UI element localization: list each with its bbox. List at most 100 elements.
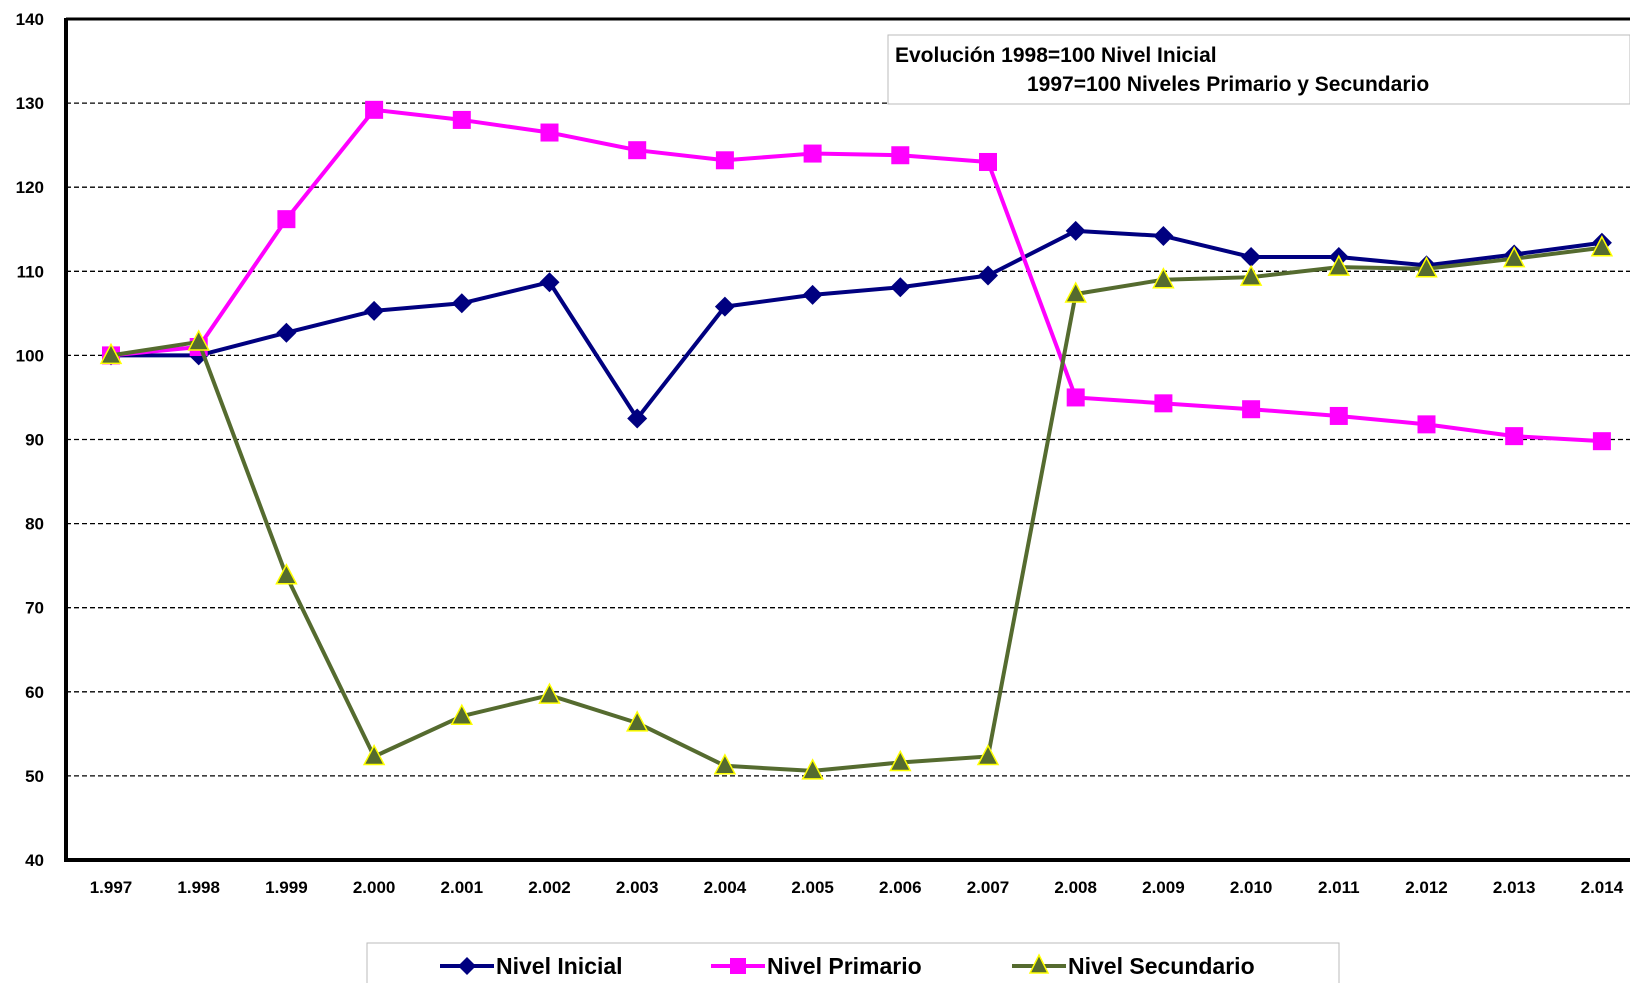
legend-item-nivel-inicial: Nivel Inicial	[440, 953, 623, 979]
data-point-diamond	[276, 322, 297, 343]
data-point-diamond	[1153, 225, 1174, 246]
y-tick-label: 60	[25, 683, 44, 702]
data-point-diamond	[451, 293, 472, 314]
x-tick-label: 2.006	[879, 878, 922, 897]
x-tick-label: 2.002	[528, 878, 571, 897]
data-point-square	[891, 146, 910, 165]
series-layer	[99, 100, 1614, 780]
data-point-square	[1329, 406, 1348, 425]
y-tick-label: 140	[16, 10, 44, 29]
data-point-triangle	[450, 703, 474, 725]
x-tick-label: 2.009	[1142, 878, 1185, 897]
legend-marker-triangle	[1028, 953, 1050, 974]
series-nivel-primario	[102, 100, 1611, 451]
legend-marker-square	[730, 958, 746, 974]
data-point-triangle	[713, 753, 737, 775]
data-point-triangle	[1239, 264, 1263, 286]
data-point-square	[1242, 400, 1261, 419]
y-tick-label: 110	[17, 262, 44, 281]
legend-label-nivel-inicial: Nivel Inicial	[496, 953, 623, 979]
series-nivel-inicial	[101, 220, 1612, 429]
legend-label-nivel-primario: Nivel Primario	[767, 953, 922, 979]
data-point-square	[715, 151, 734, 170]
data-point-diamond	[890, 277, 911, 298]
data-point-square	[1505, 427, 1524, 446]
legend-frame	[366, 942, 1340, 983]
x-tick-label: 2.014	[1581, 878, 1624, 897]
x-tick-label: 2.010	[1230, 878, 1273, 897]
series-line-nivel-primario	[110, 107, 1603, 444]
data-point-triangle	[1064, 281, 1087, 303]
x-tick-label: 2.007	[967, 878, 1010, 897]
title-box-frame	[887, 34, 1630, 105]
data-point-triangle	[1415, 256, 1438, 278]
data-point-square	[979, 152, 997, 171]
series-line-nivel-inicial	[111, 228, 1603, 421]
data-point-square	[1592, 432, 1611, 451]
legend-item-nivel-primario: Nivel Primario	[711, 953, 922, 979]
data-point-diamond	[1241, 247, 1262, 268]
x-tick-label: 2.011	[1318, 878, 1360, 897]
data-point-triangle	[275, 563, 298, 585]
data-point-square	[803, 144, 822, 163]
x-tick-label: 1.998	[177, 878, 220, 897]
y-tick-label: 50	[25, 767, 44, 786]
data-point-triangle	[1502, 246, 1526, 268]
data-point-triangle	[187, 329, 210, 351]
data-point-triangle	[801, 758, 824, 780]
x-tick-label: 2.012	[1405, 878, 1448, 897]
y-tick-label: 40	[25, 851, 44, 870]
data-point-diamond	[714, 296, 735, 317]
x-tick-label: 2.004	[704, 878, 747, 897]
chart-title-line-2: 1997=100 Niveles Primario y Secundario	[1027, 73, 1429, 96]
legend-label-nivel-secundario: Nivel Secundario	[1068, 953, 1255, 979]
x-tick-label: 2.003	[616, 878, 659, 897]
series-nivel-secundario	[99, 235, 1614, 780]
data-point-square	[1417, 415, 1436, 434]
data-point-triangle	[1327, 254, 1351, 276]
x-tick-label: 2.013	[1493, 878, 1536, 897]
data-point-triangle	[976, 743, 1000, 766]
x-tick-label: 2.000	[353, 878, 396, 897]
x-axis-ticks: 1.997 1.998 1.999 2.000 2.001 2.002 2.003 2.004…	[90, 878, 1624, 897]
legend-marker-diamond	[458, 957, 476, 975]
chart-title-box: Evolución 1998=100 Nivel Inicial 1997=10…	[887, 34, 1630, 105]
y-tick-label: 70	[25, 599, 44, 618]
y-tick-label: 100	[16, 346, 44, 365]
data-point-diamond	[364, 300, 385, 321]
data-point-square	[277, 210, 296, 229]
data-point-triangle	[1152, 267, 1175, 289]
data-point-diamond	[802, 284, 823, 305]
data-point-diamond	[627, 408, 648, 429]
data-point-diamond	[539, 272, 560, 293]
grid-lines	[66, 102, 1630, 777]
x-tick-label: 2.005	[791, 878, 834, 897]
data-point-square	[452, 110, 471, 129]
y-tick-label: 120	[16, 178, 44, 197]
data-point-triangle	[99, 342, 123, 365]
data-point-triangle	[538, 682, 561, 704]
x-tick-label: 1.997	[90, 878, 133, 897]
data-point-diamond	[1065, 220, 1086, 241]
data-point-triangle	[1590, 235, 1614, 257]
x-tick-label: 2.001	[441, 878, 484, 897]
legend: Nivel Inicial Nivel Primario Nivel Secun…	[366, 942, 1340, 983]
data-point-diamond	[978, 265, 998, 286]
chart-title-line-1: Evolución 1998=100 Nivel Inicial	[895, 44, 1217, 67]
y-axis-ticks: 40 50 60 70 80 90 100 110 120 130 140	[16, 10, 44, 870]
data-point-triangle	[362, 743, 386, 766]
y-tick-label: 90	[25, 431, 44, 450]
legend-item-nivel-secundario: Nivel Secundario	[1012, 953, 1255, 979]
y-tick-label: 80	[25, 515, 44, 534]
series-line-nivel-secundario	[110, 245, 1603, 773]
data-point-square	[540, 123, 559, 142]
data-point-square	[1066, 388, 1085, 407]
x-tick-label: 1.999	[265, 878, 308, 897]
y-tick-label: 130	[16, 94, 44, 113]
data-point-square	[365, 100, 384, 119]
data-point-square	[628, 141, 647, 160]
data-point-triangle	[889, 749, 912, 772]
data-point-square	[1154, 394, 1173, 413]
data-point-triangle	[625, 710, 649, 732]
